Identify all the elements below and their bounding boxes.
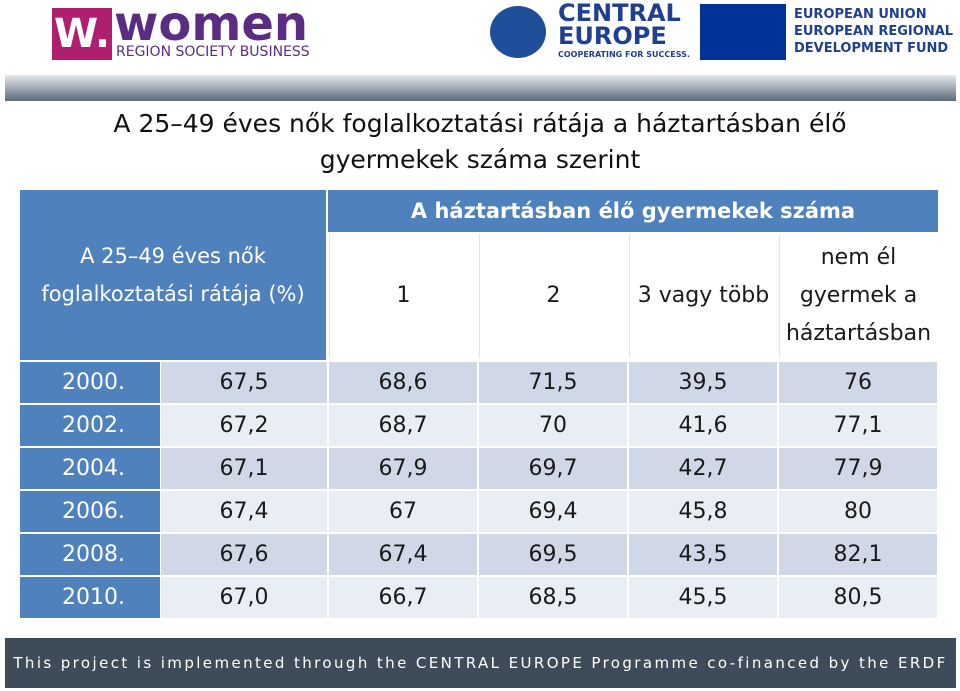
data-cell: 76 bbox=[779, 362, 937, 403]
eu-flag bbox=[700, 4, 786, 60]
data-cell: 69,5 bbox=[479, 534, 627, 575]
footer: This project is implemented through the … bbox=[5, 638, 956, 688]
data-cell: 80 bbox=[779, 491, 937, 532]
header-bar bbox=[5, 75, 956, 101]
data-cell: 43,5 bbox=[629, 534, 777, 575]
ce-line: CENTRAL bbox=[558, 0, 681, 27]
corner-header: A 25–49 éves nők foglalkoztatási rátája (… bbox=[20, 190, 326, 360]
cell-line: nem él bbox=[820, 245, 897, 270]
row-header: 2002. bbox=[20, 405, 160, 446]
data-cell: 67,0 bbox=[161, 577, 327, 618]
data-cell: 67,6 bbox=[161, 534, 327, 575]
eu-line: DEVELOPMENT FUND bbox=[794, 41, 949, 56]
ce-icon bbox=[490, 6, 546, 58]
eu-line: EUROPEAN UNION bbox=[794, 7, 927, 22]
cell-line: A 25–49 éves nők bbox=[80, 244, 266, 268]
row-header: 2008. bbox=[20, 534, 160, 575]
data-cell: 67,2 bbox=[161, 405, 327, 446]
logo-name: women bbox=[114, 0, 309, 52]
row-header: 2010. bbox=[20, 577, 160, 618]
data-cell: 77,1 bbox=[779, 405, 937, 446]
ce-line: EUROPE bbox=[558, 22, 667, 50]
data-cell: 80,5 bbox=[779, 577, 937, 618]
data-cell: 68,5 bbox=[479, 577, 627, 618]
row-header: 2004. bbox=[20, 448, 160, 489]
data-cell: 67 bbox=[329, 491, 477, 532]
data-cell: 68,6 bbox=[329, 362, 477, 403]
row-header: 2000. bbox=[20, 362, 160, 403]
cell-line: gyermek a bbox=[799, 283, 918, 308]
sub-header: 1 bbox=[329, 234, 477, 358]
ce-tagline: COOPERATING FOR SUCCESS. bbox=[558, 50, 690, 59]
eu-text: EUROPEAN UNION EUROPEAN REGIONAL DEVELOPME… bbox=[794, 6, 953, 57]
data-cell: 71,5 bbox=[479, 362, 627, 403]
title: A 25–49 éves nők foglalkoztatási rátája … bbox=[0, 106, 960, 178]
data-cell: 41,6 bbox=[629, 405, 777, 446]
data-cell: 67,4 bbox=[161, 491, 327, 532]
logo-mark: W. bbox=[52, 8, 112, 60]
data-cell: 82,1 bbox=[779, 534, 937, 575]
cell-line: foglalkoztatási rátája (%) bbox=[41, 282, 305, 306]
cell-line: háztartásban bbox=[785, 321, 932, 346]
data-cell: 67,1 bbox=[161, 448, 327, 489]
title-line: A 25–49 éves nők foglalkoztatási rátája … bbox=[113, 109, 847, 138]
data-cell: 70 bbox=[479, 405, 627, 446]
eu-line: EUROPEAN REGIONAL bbox=[794, 24, 954, 39]
sub-header: 3 vagy több bbox=[629, 234, 777, 358]
data-cell: 45,8 bbox=[629, 491, 777, 532]
sub-header: nem él gyermek a háztartásban bbox=[779, 234, 937, 358]
data-cell: 67,9 bbox=[329, 448, 477, 489]
data-cell: 67,5 bbox=[161, 362, 327, 403]
data-cell: 67,4 bbox=[329, 534, 477, 575]
data-cell: 42,7 bbox=[629, 448, 777, 489]
data-cell: 68,7 bbox=[329, 405, 477, 446]
group-header: A háztartásban élő gyermekek száma bbox=[328, 190, 938, 232]
row-header: 2006. bbox=[20, 491, 160, 532]
title-line: gyermekek száma szerint bbox=[319, 145, 641, 174]
data-cell: 39,5 bbox=[629, 362, 777, 403]
data-cell: 69,7 bbox=[479, 448, 627, 489]
data-cell: 77,9 bbox=[779, 448, 937, 489]
data-cell: 45,5 bbox=[629, 577, 777, 618]
sub-header: 2 bbox=[479, 234, 627, 358]
data-cell: 66,7 bbox=[329, 577, 477, 618]
ce-name: CENTRAL EUROPE bbox=[558, 0, 681, 50]
data-cell: 69,4 bbox=[479, 491, 627, 532]
logo-tagline: REGION SOCIETY BUSINESS bbox=[116, 44, 310, 60]
